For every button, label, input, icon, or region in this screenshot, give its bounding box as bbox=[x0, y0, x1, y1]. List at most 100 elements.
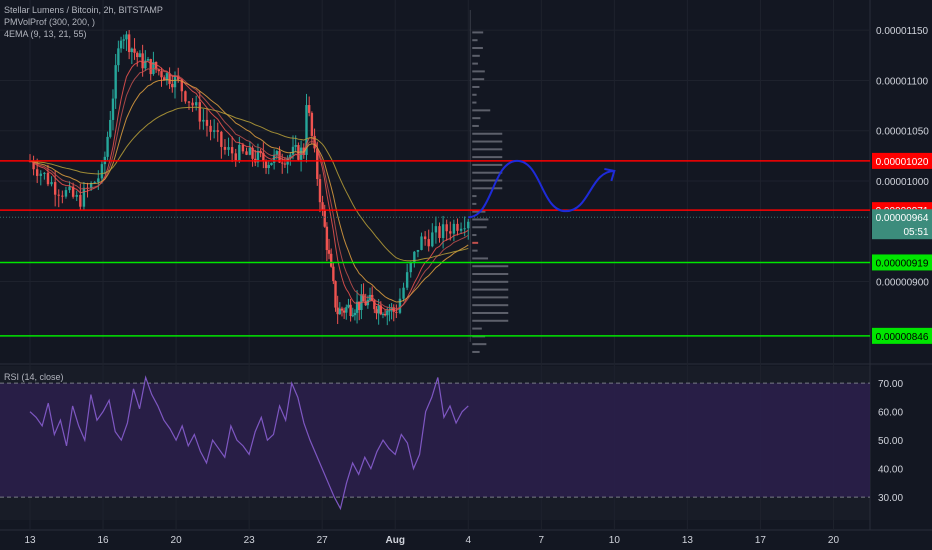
ema-lines bbox=[29, 60, 469, 311]
candle-body-13 bbox=[75, 194, 78, 197]
volume-profile-bar-24 bbox=[472, 163, 503, 166]
countdown-label: 05:51 bbox=[903, 227, 928, 238]
price-tick-4: 0.00000900 bbox=[876, 278, 929, 289]
volume-profile-bar-9 bbox=[472, 280, 509, 283]
candle-body-130 bbox=[398, 298, 402, 313]
volume-profile-bar-16 bbox=[472, 226, 487, 229]
candle-body-65 bbox=[238, 144, 241, 162]
candle-body-24 bbox=[111, 98, 115, 120]
volume-profile-bar-27 bbox=[472, 140, 503, 143]
candle-body-125 bbox=[386, 310, 389, 316]
time-tick-4: 27 bbox=[317, 535, 329, 546]
volume-profile-bar-6 bbox=[472, 304, 509, 307]
volume-profile-bar-33 bbox=[472, 93, 477, 96]
horizontal-levels[interactable] bbox=[0, 160, 870, 337]
candle-body-68 bbox=[248, 147, 252, 155]
rsi-tick-2: 50.00 bbox=[878, 436, 903, 447]
candle-body-120 bbox=[375, 309, 378, 314]
price-tick-0: 0.00001150 bbox=[876, 26, 929, 37]
candle-body-40 bbox=[154, 61, 158, 70]
candle-body-50 bbox=[184, 91, 187, 102]
candle-body-51 bbox=[187, 101, 191, 103]
candle-body-32 bbox=[133, 48, 136, 53]
candle-body-136 bbox=[420, 236, 423, 250]
candle-body-6 bbox=[50, 182, 53, 185]
time-tick-9: 13 bbox=[682, 535, 694, 546]
volume-profile-bar-7 bbox=[472, 296, 509, 299]
candle-body-103 bbox=[338, 308, 342, 315]
time-axis[interactable]: 13 16 20 23 27 Aug 4 7 10 13 17 20 bbox=[24, 535, 839, 546]
level-label-bg-2 bbox=[872, 254, 932, 271]
level-label-2: 0.00000919 bbox=[876, 258, 929, 269]
candle-body-99 bbox=[329, 253, 333, 267]
ema-9 bbox=[29, 60, 469, 311]
volume-profile-bar-29 bbox=[472, 124, 479, 127]
volume-profile-bar-25 bbox=[472, 156, 503, 159]
volume-profile-bar-13 bbox=[472, 249, 478, 252]
candle-body-54 bbox=[198, 102, 201, 122]
candle-body-73 bbox=[262, 153, 265, 162]
candle-body-144 bbox=[449, 231, 452, 234]
time-tick-10: 17 bbox=[755, 535, 767, 546]
volume-profile-bar-23 bbox=[472, 171, 503, 174]
candle-body-46 bbox=[171, 83, 174, 88]
time-tick-5: Aug bbox=[385, 535, 404, 546]
price-tick-3: 0.00001000 bbox=[876, 177, 929, 188]
candle-body-84 bbox=[291, 146, 295, 155]
price-axis[interactable]: 0.000010200.000009710.000009190.00000846… bbox=[872, 26, 932, 504]
candle-body-31 bbox=[130, 48, 134, 53]
ema-55 bbox=[29, 106, 469, 262]
volume-profile-bar-8 bbox=[472, 288, 509, 291]
candle-body-102 bbox=[336, 307, 339, 315]
candle-body-90 bbox=[307, 105, 311, 113]
candle-body-139 bbox=[431, 232, 434, 247]
candle-body-11 bbox=[68, 186, 71, 191]
candle-body-135 bbox=[416, 249, 420, 252]
candle-body-60 bbox=[220, 131, 223, 147]
current-price-label: 0.00000964 bbox=[876, 213, 929, 224]
symbol-title: Stellar Lumens / Bitcoin, 2h, BITSTAMP bbox=[4, 5, 163, 15]
candle-body-111 bbox=[355, 301, 359, 313]
candle-body-107 bbox=[347, 304, 350, 308]
candle-body-148 bbox=[463, 228, 466, 230]
candle-body-47 bbox=[173, 75, 177, 88]
candle-body-64 bbox=[234, 153, 237, 162]
candle-body-109 bbox=[351, 315, 354, 317]
candle-body-42 bbox=[160, 71, 163, 78]
indicator-pmvolprof: PMVolProf (300, 200, ) bbox=[4, 17, 96, 27]
candle-body-18 bbox=[93, 182, 96, 184]
rsi-tick-1: 60.00 bbox=[878, 408, 903, 419]
candle-body-56 bbox=[205, 119, 209, 126]
volume-profile-bar-17 bbox=[472, 218, 489, 221]
volume-profile-bar-22 bbox=[472, 179, 503, 182]
volume-profile-bar-28 bbox=[472, 132, 503, 135]
candle-body-137 bbox=[423, 236, 427, 240]
symbol-legend[interactable]: Stellar Lumens / Bitcoin, 2h, BITSTAMP P… bbox=[4, 4, 163, 40]
candle-body-124 bbox=[383, 313, 387, 316]
candle-body-10 bbox=[64, 190, 68, 197]
candle-body-126 bbox=[388, 310, 391, 312]
candle-body-15 bbox=[82, 187, 86, 207]
candle-body-44 bbox=[165, 73, 169, 81]
candle-body-104 bbox=[340, 308, 344, 311]
candle-body-75 bbox=[267, 165, 270, 169]
projection-arrow[interactable] bbox=[468, 159, 616, 219]
candle-body-133 bbox=[409, 262, 412, 273]
candle-body-105 bbox=[342, 310, 346, 313]
candle-body-81 bbox=[283, 163, 287, 165]
volume-profile-bar-38 bbox=[472, 54, 480, 57]
volume-profile-bar-4 bbox=[472, 319, 509, 322]
volume-profile-bar-15 bbox=[472, 234, 477, 237]
candle-body-52 bbox=[191, 102, 194, 106]
candle-body-123 bbox=[381, 313, 385, 315]
candle-body-147 bbox=[459, 228, 463, 231]
rsi-tick-0: 70.00 bbox=[878, 379, 903, 390]
candle-body-17 bbox=[89, 182, 93, 189]
candle-body-38 bbox=[149, 59, 152, 75]
candle-body-122 bbox=[379, 305, 383, 315]
candle-body-2 bbox=[35, 169, 39, 176]
candle-body-27 bbox=[119, 40, 123, 49]
candle-body-142 bbox=[441, 224, 445, 239]
candle-body-101 bbox=[334, 281, 337, 308]
